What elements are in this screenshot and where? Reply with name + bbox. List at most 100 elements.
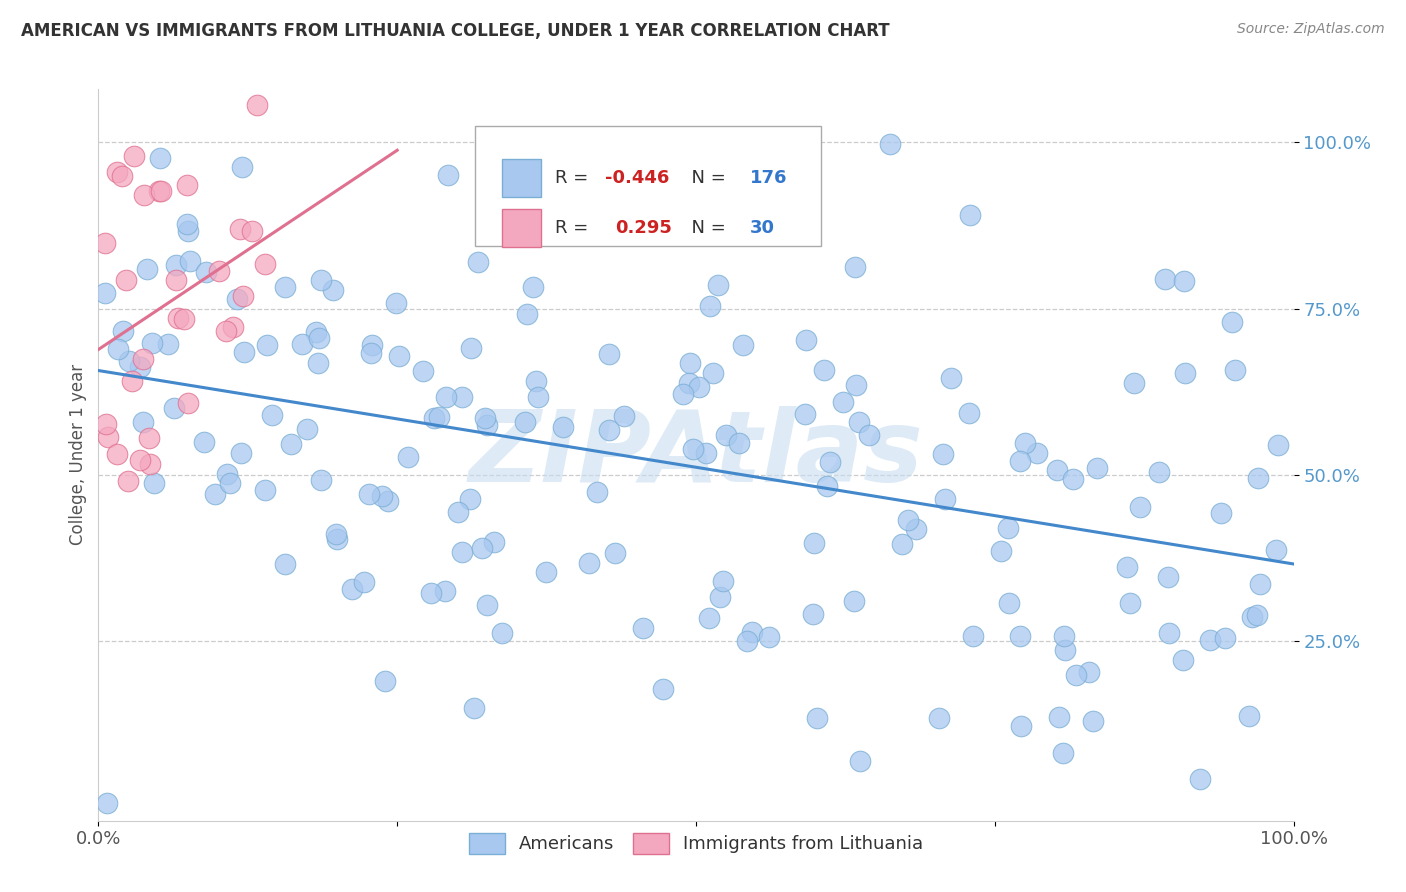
Text: Source: ZipAtlas.com: Source: ZipAtlas.com	[1237, 22, 1385, 37]
Point	[474, 410, 496, 425]
Point	[688, 380, 710, 394]
Point	[758, 630, 780, 644]
Point	[423, 411, 446, 425]
Point	[254, 257, 277, 271]
Point	[598, 423, 620, 437]
Point	[603, 546, 626, 560]
Point	[129, 453, 152, 467]
Point	[678, 376, 700, 390]
Point	[679, 356, 702, 370]
Point	[832, 394, 855, 409]
Point	[527, 390, 550, 404]
Point	[156, 336, 179, 351]
Point	[1085, 461, 1108, 475]
Point	[274, 558, 297, 572]
FancyBboxPatch shape	[502, 209, 541, 247]
Point	[695, 446, 717, 460]
Point	[176, 178, 198, 192]
Point	[149, 151, 172, 165]
Point	[471, 541, 494, 555]
Point	[433, 583, 456, 598]
Point	[845, 377, 868, 392]
Text: 176: 176	[749, 169, 787, 186]
Text: AMERICAN VS IMMIGRANTS FROM LITHUANIA COLLEGE, UNDER 1 YEAR CORRELATION CHART: AMERICAN VS IMMIGRANTS FROM LITHUANIA CO…	[21, 22, 890, 40]
Point	[1010, 454, 1032, 468]
Point	[217, 467, 239, 482]
Point	[1157, 570, 1180, 584]
Point	[699, 299, 721, 313]
Point	[460, 341, 482, 355]
Point	[420, 586, 443, 600]
Point	[1159, 626, 1181, 640]
Point	[326, 533, 349, 547]
Point	[165, 273, 187, 287]
Point	[131, 415, 153, 429]
Point	[436, 390, 458, 404]
Point	[848, 415, 870, 429]
Point	[957, 407, 980, 421]
Point	[117, 474, 139, 488]
Point	[176, 224, 198, 238]
Point	[463, 701, 485, 715]
Point	[897, 513, 920, 527]
Point	[374, 674, 396, 689]
Point	[962, 629, 984, 643]
Point	[360, 346, 382, 360]
Point	[245, 98, 267, 112]
Point	[513, 416, 536, 430]
Point	[94, 285, 117, 300]
Point	[233, 344, 256, 359]
Point	[1083, 714, 1105, 728]
Point	[939, 370, 962, 384]
Point	[1222, 315, 1244, 329]
Point	[818, 455, 841, 469]
Point	[1241, 609, 1264, 624]
Point	[467, 255, 489, 269]
Point	[412, 364, 434, 378]
Point	[714, 428, 737, 442]
Point	[254, 483, 277, 498]
Point	[1053, 629, 1076, 643]
Point	[427, 410, 450, 425]
Point	[849, 755, 872, 769]
Text: 0.295: 0.295	[614, 219, 672, 237]
Text: N =: N =	[681, 169, 733, 186]
Point	[166, 310, 188, 325]
Point	[388, 350, 411, 364]
Point	[451, 545, 474, 559]
Point	[173, 311, 195, 326]
Point	[905, 522, 928, 536]
Point	[436, 168, 458, 182]
Point	[231, 160, 253, 174]
Point	[215, 324, 238, 338]
Point	[1122, 376, 1144, 391]
Point	[307, 356, 329, 370]
Point	[219, 475, 242, 490]
Text: ZIPAtlas: ZIPAtlas	[468, 407, 924, 503]
Point	[1265, 543, 1288, 558]
Point	[793, 408, 815, 422]
Point	[890, 537, 912, 551]
Point	[195, 264, 218, 278]
Point	[1077, 665, 1099, 679]
Point	[94, 235, 117, 250]
Point	[396, 450, 419, 464]
Point	[96, 417, 118, 431]
Point	[806, 711, 828, 725]
Point	[322, 283, 344, 297]
Point	[516, 307, 538, 321]
Point	[295, 422, 318, 436]
Point	[136, 262, 159, 277]
Point	[598, 347, 620, 361]
Point	[222, 320, 245, 334]
Point	[353, 574, 375, 589]
Point	[105, 165, 128, 179]
Point	[813, 363, 835, 377]
Point	[125, 70, 148, 85]
Point	[578, 556, 600, 570]
Point	[842, 594, 865, 608]
Point	[1246, 471, 1268, 485]
Point	[1116, 560, 1139, 574]
Point	[928, 711, 950, 725]
Point	[672, 387, 695, 401]
